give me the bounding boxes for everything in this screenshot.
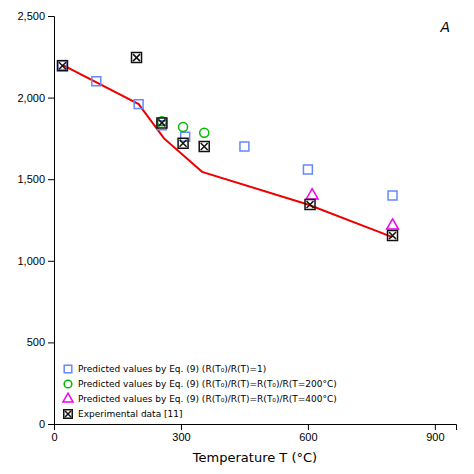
tick-mark	[48, 261, 54, 262]
point	[306, 189, 318, 199]
legend-item: Predicted values by Eq. (9) (R(T₀)/R(T)=…	[64, 364, 266, 374]
marks	[57, 53, 398, 241]
marker-shape	[178, 138, 188, 148]
marker-shape	[157, 118, 167, 128]
marker-shape	[240, 142, 249, 151]
tick: 600	[299, 424, 317, 443]
marker-shape	[388, 231, 398, 241]
point	[305, 199, 315, 209]
point	[178, 138, 188, 148]
tick-label: 900	[426, 431, 444, 443]
plot: 0 300 600 900 0 500 1,000 1,500 2,000 2,500	[17, 10, 456, 443]
tick: 500	[27, 336, 54, 348]
marker-shape	[179, 122, 188, 131]
marker-shape	[58, 60, 67, 69]
tick: 300	[172, 424, 190, 443]
legend-symbol	[63, 393, 73, 402]
tick: 2,500	[17, 10, 54, 22]
point	[388, 191, 397, 200]
tick: 1,500	[17, 173, 54, 185]
tick-label: 1,500	[17, 173, 45, 185]
marker-shape	[180, 140, 187, 147]
point	[179, 122, 188, 131]
legend-symbol	[64, 410, 73, 419]
tick-label: 600	[299, 431, 317, 443]
point	[132, 53, 142, 63]
tick-label: 2,500	[17, 10, 45, 22]
tick-mark	[435, 424, 436, 430]
point	[134, 100, 143, 109]
point	[200, 128, 209, 137]
tick-label: 0	[39, 418, 45, 430]
tick-label: 2,000	[17, 92, 45, 104]
legend-item: Experimental data [11]	[64, 409, 183, 419]
legend-label: Predicted values by Eq. (9) (R(T₀)/R(T)=…	[78, 364, 266, 374]
line	[62, 65, 392, 237]
marker-shape	[307, 201, 314, 208]
marker-shape	[132, 53, 142, 63]
tick-label: 0	[51, 431, 57, 443]
marker-shape	[57, 61, 67, 71]
tick-label: 300	[172, 431, 190, 443]
legend-marker	[65, 411, 71, 417]
tick-mark	[308, 424, 309, 430]
point	[157, 118, 167, 128]
marker-shape	[200, 128, 209, 137]
tick-mark	[48, 424, 54, 425]
tick: 0	[39, 418, 54, 430]
point	[387, 219, 399, 229]
legend: Predicted values by Eq. (9) (R(T₀)/R(T)=…	[63, 364, 337, 419]
legend-item: Predicted values by Eq. (9) (R(T₀)/R(T)=…	[64, 379, 337, 389]
axis-line	[48, 17, 55, 425]
legend-symbol	[64, 380, 72, 388]
legend-label: Experimental data [11]	[78, 409, 182, 419]
tick-mark	[48, 16, 54, 17]
tick-mark	[48, 98, 54, 99]
tick-label: 1,000	[17, 255, 45, 267]
tick-label: 500	[27, 336, 45, 348]
marker-shape	[305, 199, 315, 209]
legend-label: Predicted values by Eq. (9) (R(T₀)/R(T)=…	[78, 379, 337, 389]
tick: 1,000	[17, 255, 54, 267]
annotation: A	[439, 19, 450, 35]
legend-marker	[64, 380, 72, 388]
tick-mark	[48, 179, 54, 180]
y-axis: 0 500 1,000 1,500 2,000 2,500	[17, 10, 54, 430]
marker-shape	[134, 100, 143, 109]
point	[57, 61, 67, 71]
tick-mark	[181, 424, 182, 430]
point	[92, 77, 101, 86]
tick-mark	[48, 342, 54, 343]
tick: 2,000	[17, 92, 54, 104]
point	[58, 60, 67, 69]
marker-shape	[133, 54, 140, 61]
point	[388, 231, 398, 241]
chart: 0 300 600 900 0 500 1,000 1,500 2,000 2,500 Temper…	[0, 0, 474, 474]
legend-marker	[64, 410, 73, 419]
marker-shape	[199, 142, 209, 152]
point	[199, 142, 209, 152]
legend-label: Predicted values by Eq. (9) (R(T₀)/R(T)=…	[78, 394, 337, 404]
marker-shape	[303, 165, 312, 174]
point	[303, 165, 312, 174]
tick: 900	[426, 424, 444, 443]
marker-shape	[388, 191, 397, 200]
marker-shape	[387, 219, 399, 229]
marker-shape	[201, 143, 208, 150]
point	[240, 142, 249, 151]
legend-marker	[63, 393, 73, 402]
legend-marker	[64, 365, 72, 373]
x-axis: 0 300 600 900	[51, 424, 456, 443]
marker-shape	[59, 62, 66, 69]
tick: 0	[51, 424, 57, 443]
marker-shape	[92, 77, 101, 86]
legend-item: Predicted values by Eq. (9) (R(T₀)/R(T)=…	[63, 393, 337, 404]
axis-line	[55, 425, 457, 431]
x-axis-title: Temperature T (°C)	[192, 450, 317, 465]
legend-symbol	[64, 365, 72, 373]
marker-shape	[389, 232, 396, 239]
marker-shape	[158, 119, 165, 126]
marker-shape	[306, 189, 318, 199]
